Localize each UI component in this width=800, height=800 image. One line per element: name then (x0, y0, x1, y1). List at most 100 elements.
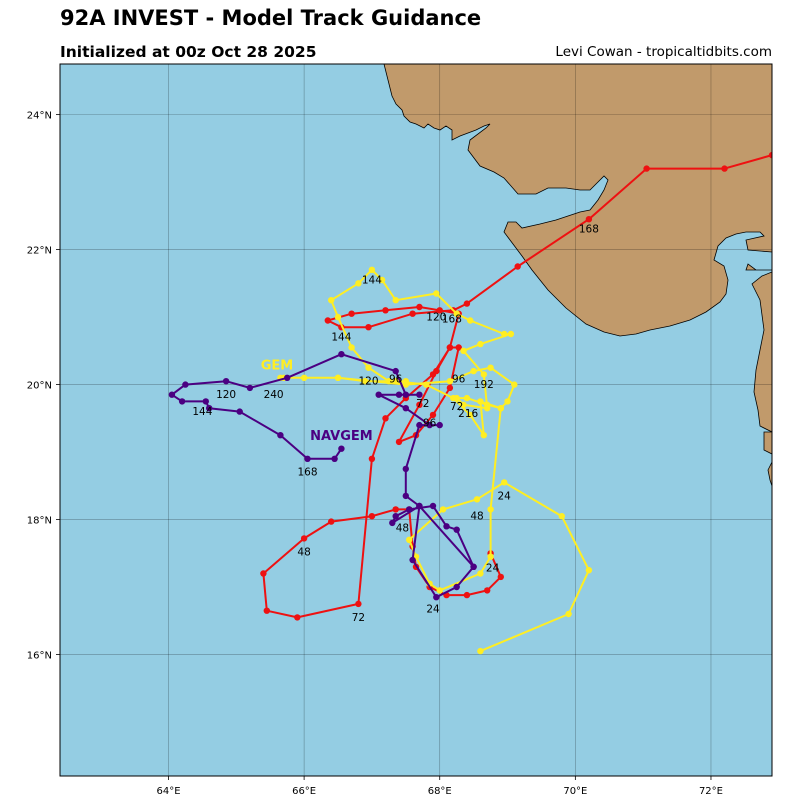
track-point-yellow (477, 398, 484, 405)
track-point-red (348, 310, 355, 317)
track-point-yellow (507, 330, 515, 338)
track-point-purple (277, 432, 284, 439)
model-label: NAVGEM (310, 429, 373, 444)
track-point-purple (331, 455, 338, 462)
track-point-yellow (300, 374, 308, 381)
track-point-yellow (453, 394, 460, 402)
track-point-red (392, 506, 399, 513)
track-point-red (436, 307, 443, 314)
track-point-red (328, 518, 335, 525)
forecast-hour-label: 72 (416, 398, 429, 410)
track-point-yellow (453, 310, 460, 317)
track-point-purple (182, 381, 189, 388)
track-point-yellow (406, 536, 413, 543)
forecast-hour-label: 72 (352, 612, 365, 624)
track-point-yellow (392, 378, 399, 385)
page-subtitle: Initialized at 00z Oct 28 2025 (60, 43, 317, 61)
track-point-yellow (585, 567, 593, 574)
track-point-yellow (361, 378, 369, 385)
land-coast-east (751, 271, 772, 433)
track-point-red (463, 591, 471, 599)
track-point-purple (168, 391, 176, 398)
track-point-yellow (439, 506, 447, 513)
track-point-red (382, 307, 389, 314)
track-point-yellow (460, 347, 467, 354)
land-islet (763, 431, 772, 455)
track-point-yellow (558, 513, 565, 520)
track-point-yellow (480, 371, 487, 378)
track-point-red (300, 535, 308, 542)
track-line-purple (170, 353, 475, 599)
track-point-purple (178, 398, 186, 405)
forecast-hour-label: 216 (458, 408, 478, 420)
track-point-purple (375, 391, 382, 398)
credit-text: Levi Cowan - tropicaltidbits.com (555, 44, 772, 60)
track-point-yellow (477, 647, 484, 655)
track-point-red (324, 317, 331, 324)
track-point-red (355, 600, 362, 608)
forecast-hour-label: 72 (450, 401, 463, 413)
track-point-red (263, 607, 270, 614)
track-point-purple (416, 391, 423, 398)
track-point-yellow (504, 398, 511, 405)
forecast-hour-label: 120 (216, 389, 236, 401)
track-point-purple (409, 556, 416, 564)
forecast-hour-label: 168 (579, 224, 599, 236)
page-title: 92A INVEST - Model Track Guidance (60, 6, 482, 30)
track-point-yellow (368, 266, 376, 273)
track-point-yellow (328, 297, 335, 304)
track-point-purple (304, 455, 311, 462)
track-point-purple (453, 583, 460, 591)
forecast-hour-label: 240 (264, 389, 284, 401)
track-point-purple (453, 526, 460, 533)
forecast-hour-label: 120 (426, 312, 446, 324)
forecast-hour-label: 168 (297, 467, 317, 479)
track-point-yellow (467, 411, 474, 419)
tick-label-lat: 20°N (27, 381, 52, 392)
tick-label-lat: 24°N (27, 111, 52, 122)
axis-ticks: 64°E 66°E 68°E 70°E 72°E 16°N 18°N 20°N 22°N 24°N (27, 111, 723, 797)
track-point-red (585, 216, 593, 223)
map-frame (59, 63, 773, 777)
track-point-red (446, 344, 454, 351)
track-point-red (429, 411, 437, 419)
track-point-yellow (477, 340, 484, 348)
track-point-purple (236, 408, 243, 415)
tick-label-lon: 70°E (563, 786, 587, 797)
track-point-purple (416, 421, 423, 429)
track-point-red (368, 513, 376, 520)
track-point-red (497, 573, 504, 581)
track-point-purple (389, 519, 396, 527)
forecast-hour-label: 96 (389, 374, 403, 386)
forecast-hour-label: 48 (470, 511, 483, 523)
track-point-purple (202, 398, 209, 405)
track-point-purple (395, 391, 403, 398)
tick-label-lon: 72°E (699, 786, 723, 797)
track-point-red (294, 614, 301, 621)
tick-label-lon: 66°E (292, 786, 316, 797)
forecast-hour-label: 24 (486, 563, 500, 575)
track-point-yellow (378, 276, 386, 284)
track-point-purple (246, 384, 254, 392)
track-point-yellow (487, 506, 494, 513)
forecast-hour-label: 24 (426, 604, 440, 616)
forecast-hour-label: 144 (192, 406, 212, 418)
forecast-hour-label: 144 (331, 332, 351, 344)
track-point-purple (392, 513, 399, 520)
tick-label-lat: 22°N (27, 246, 52, 257)
track-point-yellow (385, 378, 393, 385)
track-point-yellow (487, 553, 494, 560)
track-point-yellow (433, 290, 440, 297)
track-point-yellow (446, 378, 454, 385)
track-point-yellow (467, 317, 474, 324)
forecast-hour-label: 48 (396, 523, 409, 535)
track-point-purple (426, 421, 433, 429)
track-point-yellow (463, 394, 471, 402)
track-point-yellow (436, 587, 443, 594)
track-point-yellow (484, 405, 491, 412)
forecast-hour-label: 96 (452, 374, 466, 386)
track-point-yellow (487, 364, 494, 371)
track-point-yellow (334, 374, 342, 381)
track-point-purple (416, 502, 423, 510)
land-gujarat (383, 64, 772, 337)
